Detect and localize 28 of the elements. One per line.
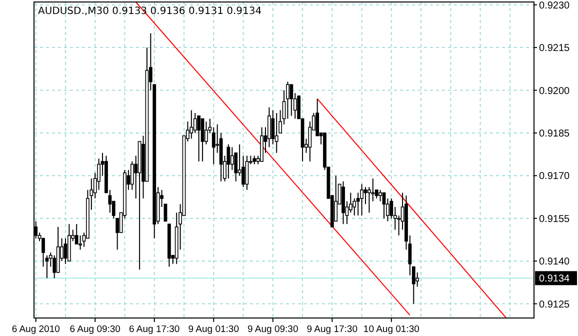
y-tick-label: 0.9125 xyxy=(539,299,570,310)
candlestick xyxy=(274,112,278,154)
candlestick xyxy=(78,234,82,250)
candlestick xyxy=(190,110,194,140)
x-tick-label: 9 Aug 09:30 xyxy=(248,324,298,335)
x-tick-label: 9 Aug 01:30 xyxy=(188,324,239,335)
candlestick xyxy=(64,238,68,264)
ref-line-label: 0.9134 xyxy=(539,274,570,285)
x-tick-label: 9 Aug 17:30 xyxy=(306,324,358,335)
candlestick xyxy=(197,115,201,162)
y-tick-label: 0.9170 xyxy=(539,171,570,182)
candlestick xyxy=(378,189,382,202)
x-tick-label: 6 Aug 2010 xyxy=(12,324,60,335)
y-tick-label: 0.9200 xyxy=(539,86,570,97)
candlestick xyxy=(290,84,294,116)
candlestick xyxy=(204,121,208,145)
candlestick xyxy=(316,98,320,136)
y-tick-label: 0.9140 xyxy=(539,256,570,268)
candlestick xyxy=(230,146,234,170)
y-tick-label: 0.9215 xyxy=(539,43,570,54)
x-tick-label: 10 Aug 01:30 xyxy=(363,324,420,335)
y-tick-label: 0.9185 xyxy=(539,128,570,140)
candlestick xyxy=(226,144,230,180)
y-tick-label: 0.9230 xyxy=(539,0,570,12)
y-tick-label: 0.9155 xyxy=(539,214,570,225)
candlestick xyxy=(360,184,364,216)
x-tick-label: 6 Aug 17:30 xyxy=(129,324,180,335)
x-tick-label: 6 Aug 09:30 xyxy=(70,324,120,335)
